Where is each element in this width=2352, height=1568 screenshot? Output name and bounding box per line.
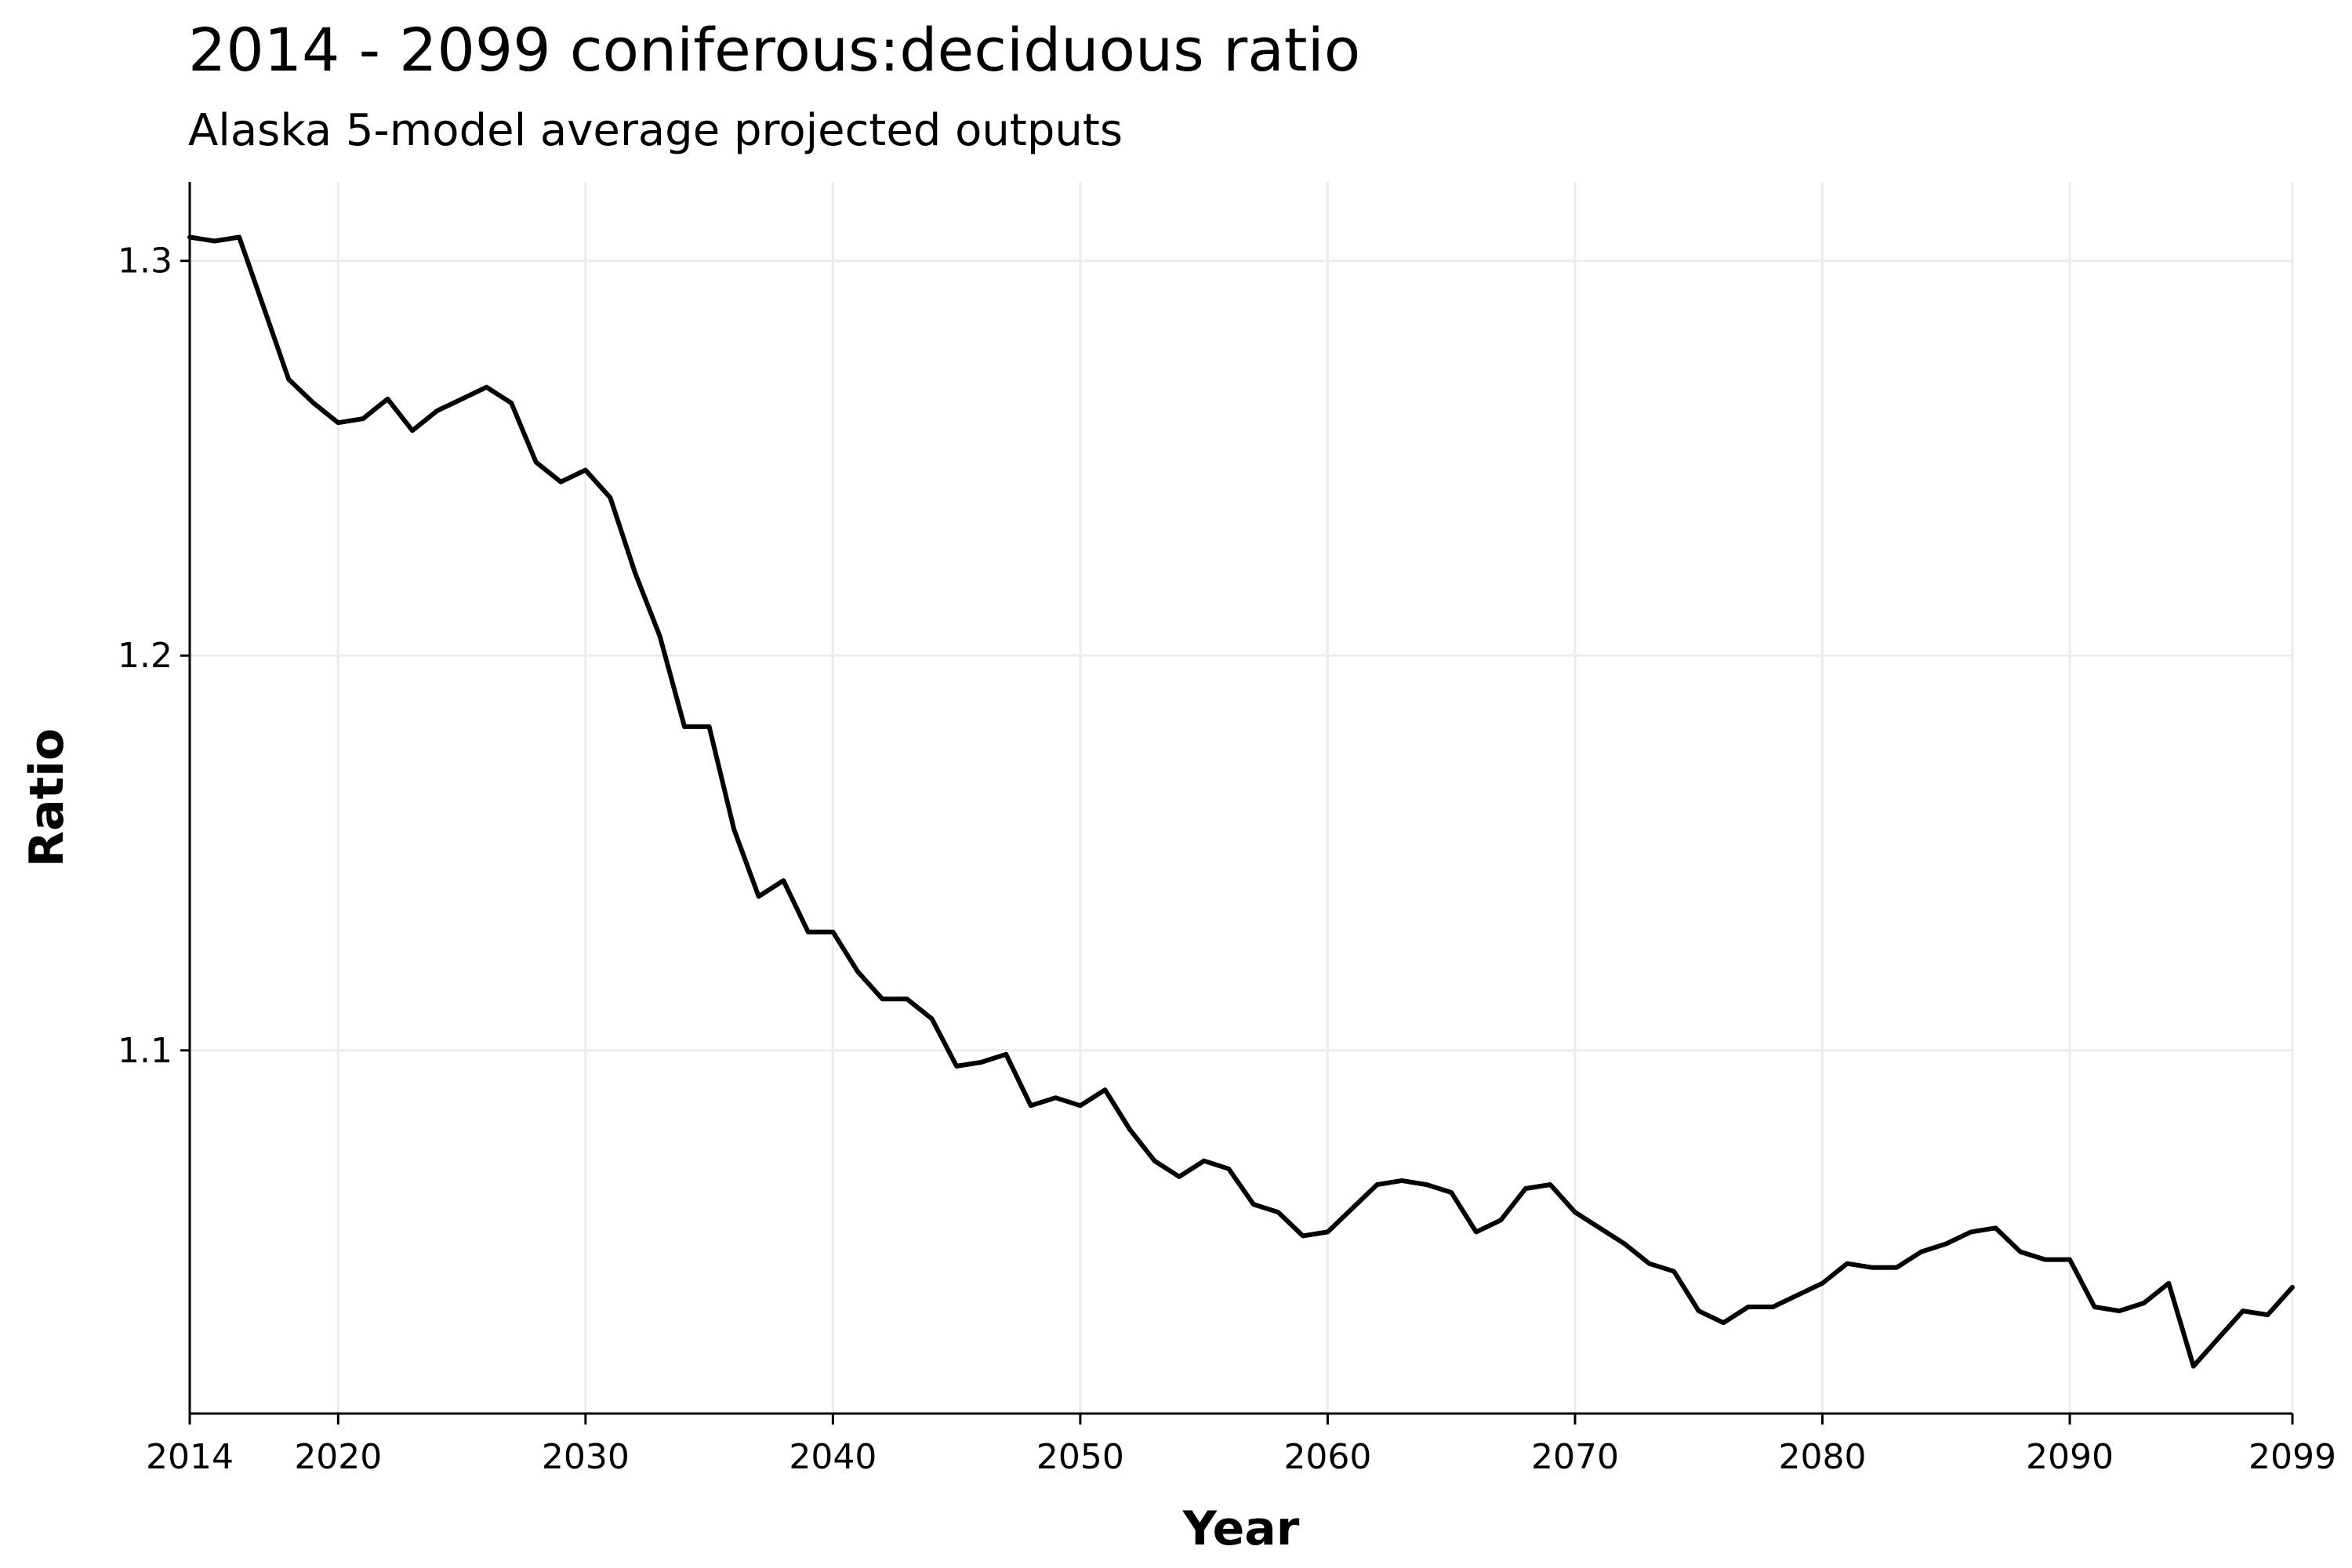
x-tick-label: 2070 <box>1531 1437 1619 1477</box>
x-axis-title: Year <box>1182 1501 1300 1556</box>
plot-area: 2014 2020 2030 2040 2050 2060 2070 2080 2090 2099… <box>118 182 2336 1477</box>
x-tick-label: 2080 <box>1779 1437 1867 1477</box>
y-tick-label: 1.2 <box>118 636 172 676</box>
x-tick-label: 2040 <box>789 1437 877 1477</box>
x-tick-label: 2050 <box>1036 1437 1124 1477</box>
x-tick-label: 2060 <box>1283 1437 1371 1477</box>
chart-title: 2014 - 2099 coniferous:deciduous ratio <box>188 15 1360 85</box>
y-gridlines <box>190 260 2292 1052</box>
y-tick-label: 1.3 <box>118 241 172 281</box>
y-axis-ticks: 1.1 1.2 1.3 <box>118 241 190 1071</box>
ratio-series-line <box>187 234 2295 1369</box>
x-tick-label: 2014 <box>146 1437 234 1477</box>
x-tick-label: 2020 <box>294 1437 382 1477</box>
chart-subtitle: Alaska 5-model average projected outputs <box>188 105 1123 156</box>
y-axis-title: Ratio <box>20 728 74 867</box>
x-tick-label: 2099 <box>2249 1437 2336 1477</box>
y-tick-label: 1.1 <box>118 1031 172 1071</box>
x-gridlines <box>188 182 2294 1414</box>
x-tick-label: 2090 <box>2026 1437 2114 1477</box>
x-tick-label: 2030 <box>542 1437 630 1477</box>
x-axis-ticks: 2014 2020 2030 2040 2050 2060 2070 2080 2090 2099 <box>146 1414 2336 1477</box>
